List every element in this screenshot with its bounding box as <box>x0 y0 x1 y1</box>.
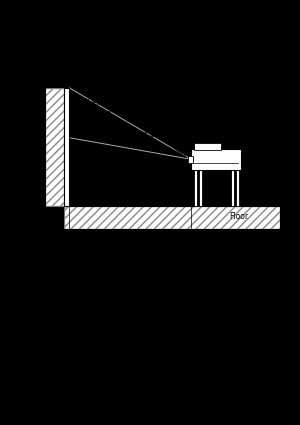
Bar <box>191 165 241 170</box>
Text: b: b <box>175 178 180 187</box>
Text: all: all <box>35 93 44 99</box>
Text: Floor Installation (Front Projection): Floor Installation (Front Projection) <box>19 55 228 65</box>
Text: Center of the
screen: Center of the screen <box>75 98 137 134</box>
Bar <box>64 207 280 229</box>
Bar <box>45 88 64 207</box>
Text: Center of the lens: Center of the lens <box>122 130 191 157</box>
Bar <box>188 156 193 163</box>
Text: bx: bx <box>22 167 32 176</box>
Bar <box>199 170 202 207</box>
Bar <box>236 170 239 207</box>
Text: a: a <box>128 239 133 248</box>
Text: Floor: Floor <box>229 212 248 221</box>
Bar <box>194 170 196 207</box>
Bar <box>231 170 234 207</box>
Bar <box>194 143 221 150</box>
Bar <box>64 88 69 207</box>
Bar <box>64 207 280 229</box>
Text: c: c <box>255 181 260 190</box>
Bar <box>191 149 241 170</box>
Bar <box>45 81 280 229</box>
Bar <box>45 88 64 207</box>
